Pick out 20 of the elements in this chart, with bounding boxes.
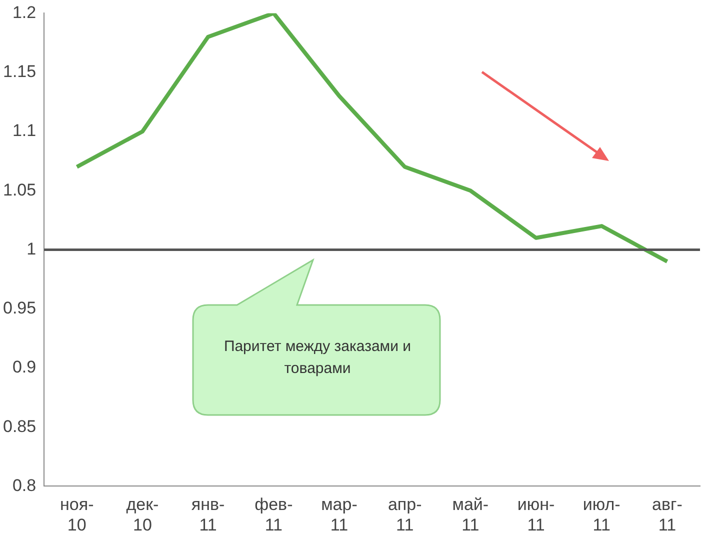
x-tick-label: мар-11 xyxy=(321,495,358,534)
x-tick-label: июл-11 xyxy=(582,495,620,534)
x-tick-label: дек-10 xyxy=(126,495,159,534)
y-tick-label: 0.9 xyxy=(12,358,36,377)
y-tick-label: 0.85 xyxy=(2,416,36,436)
x-tick-label: янв-11 xyxy=(191,495,225,534)
y-tick-label: 1.05 xyxy=(2,180,36,200)
y-tick-label: 0.8 xyxy=(12,476,36,495)
x-tick-label: апр-11 xyxy=(388,495,422,534)
y-tick-label: 1.15 xyxy=(2,62,36,82)
y-tick-label: 1.2 xyxy=(12,2,36,22)
x-tick-label: фев-11 xyxy=(254,495,293,534)
y-tick-label: 1 xyxy=(26,239,36,258)
y-tick-label: 0.95 xyxy=(2,298,36,318)
x-tick-label: авг-11 xyxy=(652,495,682,534)
ref-line-label: Паритет между заказами и товарами xyxy=(222,337,412,379)
y-tick-label: 1.1 xyxy=(12,121,36,140)
x-tick-label: ноя-10 xyxy=(60,495,94,534)
x-tick-label: май-11 xyxy=(452,495,489,534)
x-tick-label: июн-11 xyxy=(517,495,555,534)
